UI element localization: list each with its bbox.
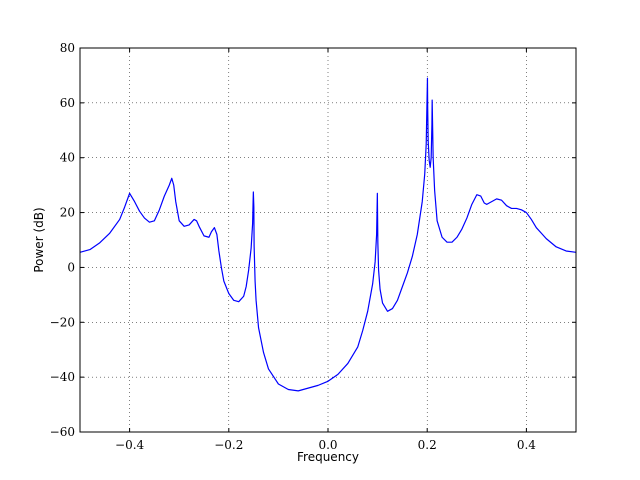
x-tick-label: −0.2 <box>214 438 243 452</box>
series-line <box>79 77 577 392</box>
y-tick-label: 60 <box>60 96 75 110</box>
x-tick-label: 0.2 <box>418 438 437 452</box>
x-axis-label: Frequency <box>297 450 359 464</box>
x-tick-label: 0.0 <box>318 438 337 452</box>
y-tick-label: 40 <box>60 151 75 165</box>
x-tick-label: −0.4 <box>115 438 145 452</box>
y-tick-label: 20 <box>60 206 75 220</box>
y-tick-label: −20 <box>50 315 75 329</box>
ticks: −0.4 −0.2 0.0 0.2 0.4 −60 −40 −20 0 20 40 60 80 <box>50 41 576 452</box>
series-layer <box>79 77 577 392</box>
x-tick-label: 0.4 <box>517 438 536 452</box>
y-tick-label: −40 <box>50 370 75 384</box>
y-tick-label: 80 <box>60 41 75 55</box>
y-axis-label: Power (dB) <box>32 207 46 272</box>
y-tick-label: 0 <box>67 260 75 274</box>
grid <box>80 47 576 433</box>
y-tick-label: −60 <box>50 425 75 439</box>
